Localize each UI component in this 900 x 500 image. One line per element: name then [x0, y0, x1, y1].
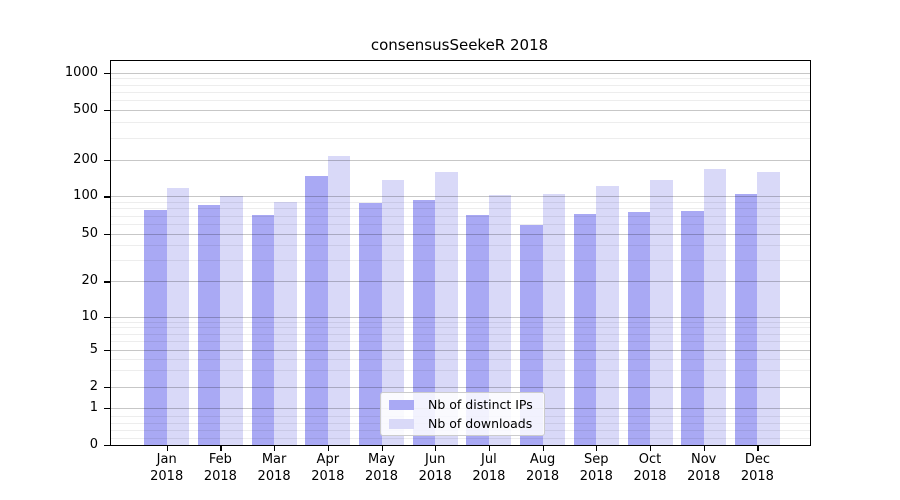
bar-distinct-ips-apr	[305, 176, 328, 445]
legend-swatch-downloads	[389, 418, 414, 429]
bar-downloads-jul	[488, 194, 512, 445]
x-axis-tick	[757, 446, 759, 451]
y-axis-tick	[104, 72, 110, 74]
legend-swatch-distinct-ips	[389, 399, 414, 410]
y-axis-tick-label: 100	[73, 188, 98, 204]
bar-downloads-apr	[327, 156, 351, 445]
x-axis-tick	[274, 446, 276, 451]
y-axis-tick-label: 0	[89, 437, 98, 452]
gridline-minor	[111, 122, 810, 124]
bar-distinct-ips-may	[359, 202, 382, 445]
bar-downloads-sep	[596, 186, 619, 445]
y-axis-tick	[104, 160, 110, 162]
gridline-minor	[111, 78, 810, 80]
bar-distinct-ips-jan	[144, 209, 167, 445]
x-axis-tick-label-nov: Nov 2018	[687, 452, 721, 484]
bar-distinct-ips-oct	[627, 211, 650, 445]
x-axis-tick	[703, 446, 705, 451]
x-axis-tick	[542, 446, 544, 451]
bar-distinct-ips-mar	[251, 214, 275, 445]
x-axis-tick	[650, 446, 652, 451]
x-axis-tick-label-dec: Dec 2018	[740, 452, 774, 484]
bar-distinct-ips-nov	[681, 210, 704, 445]
y-axis-tick-label: 20	[81, 273, 98, 289]
plot-area: Nb of distinct IPs Nb of downloads	[110, 60, 811, 446]
legend-label-distinct-ips: Nb of distinct IPs	[428, 397, 533, 412]
bar-downloads-dec	[757, 171, 780, 445]
bar-downloads-mar	[274, 202, 297, 445]
legend-label-downloads: Nb of downloads	[428, 416, 533, 431]
x-axis-tick	[488, 446, 491, 451]
x-axis-tick	[435, 446, 437, 451]
legend: Nb of distinct IPs Nb of downloads	[380, 392, 545, 436]
y-axis-tick	[104, 445, 110, 447]
x-axis-tick-label-feb: Feb 2018	[203, 452, 237, 484]
y-axis-tick	[104, 110, 110, 112]
bar-downloads-jan	[166, 187, 190, 445]
bar-distinct-ips-aug	[520, 224, 543, 445]
bar-downloads-feb	[220, 195, 243, 445]
y-axis-tick-label: 5	[89, 341, 98, 357]
bar-distinct-ips-sep	[573, 214, 597, 445]
gridline-major	[111, 72, 810, 74]
x-axis-tick-label-jun: Jun 2018	[418, 452, 452, 484]
bar-distinct-ips-jul	[466, 214, 489, 445]
x-axis-tick-label-may: May 2018	[364, 452, 399, 484]
y-axis-tick	[104, 233, 110, 235]
bar-downloads-jun	[435, 172, 458, 445]
y-axis-tick	[104, 349, 110, 351]
y-axis-tick	[104, 408, 110, 410]
y-axis-tick	[104, 281, 110, 283]
legend-entry-downloads: Nb of downloads	[389, 416, 536, 431]
y-axis-tick-label: 1	[89, 400, 98, 416]
x-axis-tick	[596, 446, 598, 451]
x-axis-tick-label-aug: Aug 2018	[526, 452, 560, 484]
bar-distinct-ips-jun	[412, 200, 436, 445]
x-axis-tick-label-mar: Mar 2018	[257, 452, 291, 484]
x-axis-tick	[220, 446, 222, 451]
x-axis-tick-label-jul: Jul 2018	[472, 452, 506, 484]
gridline-minor	[111, 92, 810, 93]
bar-downloads-nov	[703, 168, 727, 445]
y-axis-tick-label: 1000	[64, 64, 98, 80]
y-axis-tick	[104, 316, 110, 318]
x-axis-tick	[327, 446, 329, 451]
bar-downloads-may	[381, 179, 404, 445]
y-axis-tick-label: 2	[89, 378, 98, 394]
gridline-major	[111, 110, 810, 112]
bar-downloads-oct	[650, 179, 673, 445]
gridline-minor	[111, 84, 810, 86]
bar-downloads-aug	[542, 194, 566, 445]
gridline-minor	[111, 100, 810, 102]
x-axis-tick	[381, 446, 383, 451]
gridline-major	[111, 160, 810, 162]
x-axis-tick	[166, 446, 168, 451]
y-axis-tick	[104, 386, 110, 388]
x-axis-tick-label-oct: Oct 2018	[633, 452, 667, 484]
x-axis-tick-label-jan: Jan 2018	[150, 452, 184, 484]
chart-title: consensusSeekeR 2018	[370, 36, 549, 54]
bar-distinct-ips-feb	[197, 205, 221, 445]
x-axis-tick-label-sep: Sep 2018	[579, 452, 613, 484]
legend-entry-distinct-ips: Nb of distinct IPs	[389, 397, 536, 412]
gridline-minor	[111, 138, 810, 140]
bar-distinct-ips-dec	[734, 194, 758, 445]
y-axis-tick-label: 50	[81, 225, 98, 241]
y-axis-tick-label: 500	[73, 102, 98, 118]
x-axis-tick-label-apr: Apr 2018	[311, 452, 345, 484]
y-axis-tick-label: 10	[81, 308, 98, 324]
y-axis-tick-label: 200	[73, 152, 98, 168]
y-axis-tick	[104, 196, 110, 198]
